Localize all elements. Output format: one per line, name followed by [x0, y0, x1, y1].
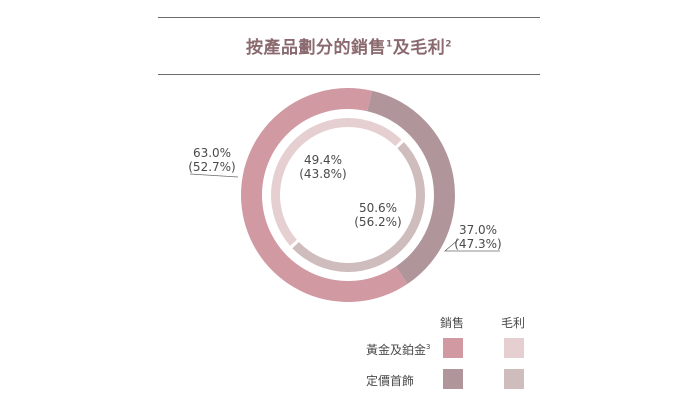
margin-gold-slice	[271, 118, 402, 246]
legend-header-sales: 銷售	[440, 316, 465, 330]
swatch-margin-jewellery	[504, 369, 524, 389]
leader-line-sales-jewellery	[443, 238, 500, 252]
margin-jewellery-slice	[292, 142, 426, 273]
label-margin-jewellery: 50.6%	[359, 201, 397, 215]
swatch-sales-gold	[443, 338, 463, 358]
sublabel-margin-jewellery: (56.2%)	[354, 215, 401, 229]
sublabel-sales-jewellery: (47.3%)	[454, 237, 501, 251]
legend-row-gold: 黃金及鉑金3	[366, 343, 431, 357]
margin-ring	[271, 118, 426, 273]
sublabel-sales-gold: (52.7%)	[188, 160, 235, 174]
sales-ring	[240, 87, 455, 303]
label-sales-jewellery: 37.0%	[459, 223, 497, 237]
top-rule	[158, 17, 540, 18]
swatch-sales-jewellery	[443, 369, 463, 389]
legend-header-margin: 毛利	[501, 316, 526, 330]
swatch-margin-gold	[504, 338, 524, 358]
sublabel-margin-gold: (43.8%)	[299, 167, 346, 181]
label-sales-gold: 63.0%	[193, 146, 231, 160]
sales-gold-slice	[240, 87, 408, 303]
legend-row-jewellery: 定價首飾	[366, 374, 415, 388]
leader-line-sales-gold	[189, 173, 239, 178]
label-margin-gold: 49.4%	[304, 153, 342, 167]
chart-title: 按產品劃分的銷售1及毛利2	[245, 38, 453, 58]
sales-jewellery-slice	[367, 90, 455, 284]
bottom-rule	[158, 74, 540, 75]
